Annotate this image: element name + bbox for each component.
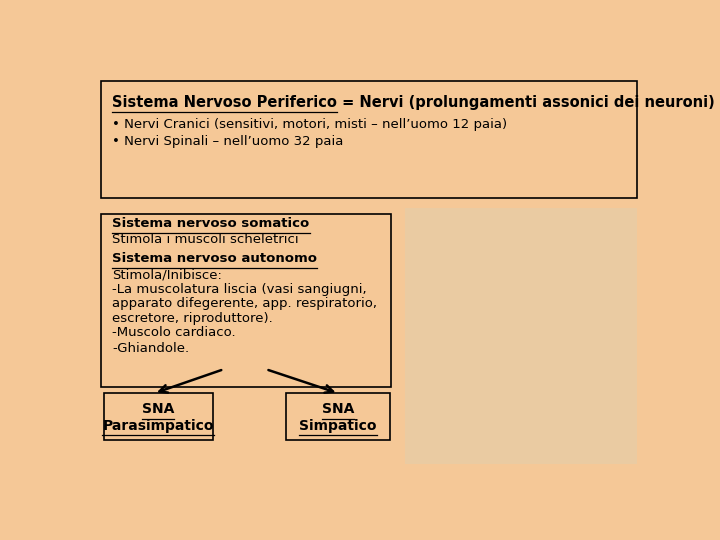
- FancyBboxPatch shape: [405, 208, 637, 464]
- Text: apparato difegerente, app. respiratorio,: apparato difegerente, app. respiratorio,: [112, 298, 377, 310]
- Text: • Nervi Spinali – nell’uomo 32 paia: • Nervi Spinali – nell’uomo 32 paia: [112, 135, 343, 148]
- FancyBboxPatch shape: [287, 393, 390, 440]
- Text: -Muscolo cardiaco.: -Muscolo cardiaco.: [112, 327, 236, 340]
- Text: = Nervi (prolungamenti assonici dei neuroni): = Nervi (prolungamenti assonici dei neur…: [337, 94, 715, 110]
- Text: Stimola i muscoli scheletrici: Stimola i muscoli scheletrici: [112, 233, 299, 246]
- Text: escretore, riproduttore).: escretore, riproduttore).: [112, 312, 273, 325]
- FancyBboxPatch shape: [104, 393, 213, 440]
- Text: • Nervi Cranici (sensitivi, motori, misti – nell’uomo 12 paia): • Nervi Cranici (sensitivi, motori, mist…: [112, 118, 508, 131]
- FancyBboxPatch shape: [101, 214, 392, 387]
- Text: Stimola/Inibisce:: Stimola/Inibisce:: [112, 268, 222, 281]
- Text: Simpatico: Simpatico: [299, 418, 377, 433]
- Text: Sistema nervoso autonomo: Sistema nervoso autonomo: [112, 253, 318, 266]
- Text: Parasimpatico: Parasimpatico: [102, 418, 214, 433]
- Text: -Ghiandole.: -Ghiandole.: [112, 342, 189, 355]
- Text: SNA: SNA: [322, 402, 354, 416]
- FancyBboxPatch shape: [101, 82, 637, 198]
- Text: Sistema nervoso somatico: Sistema nervoso somatico: [112, 217, 310, 230]
- Text: Sistema Nervoso Periferico: Sistema Nervoso Periferico: [112, 94, 337, 110]
- Text: -La muscolatura liscia (vasi sangiugni,: -La muscolatura liscia (vasi sangiugni,: [112, 283, 367, 296]
- Text: SNA: SNA: [142, 402, 174, 416]
